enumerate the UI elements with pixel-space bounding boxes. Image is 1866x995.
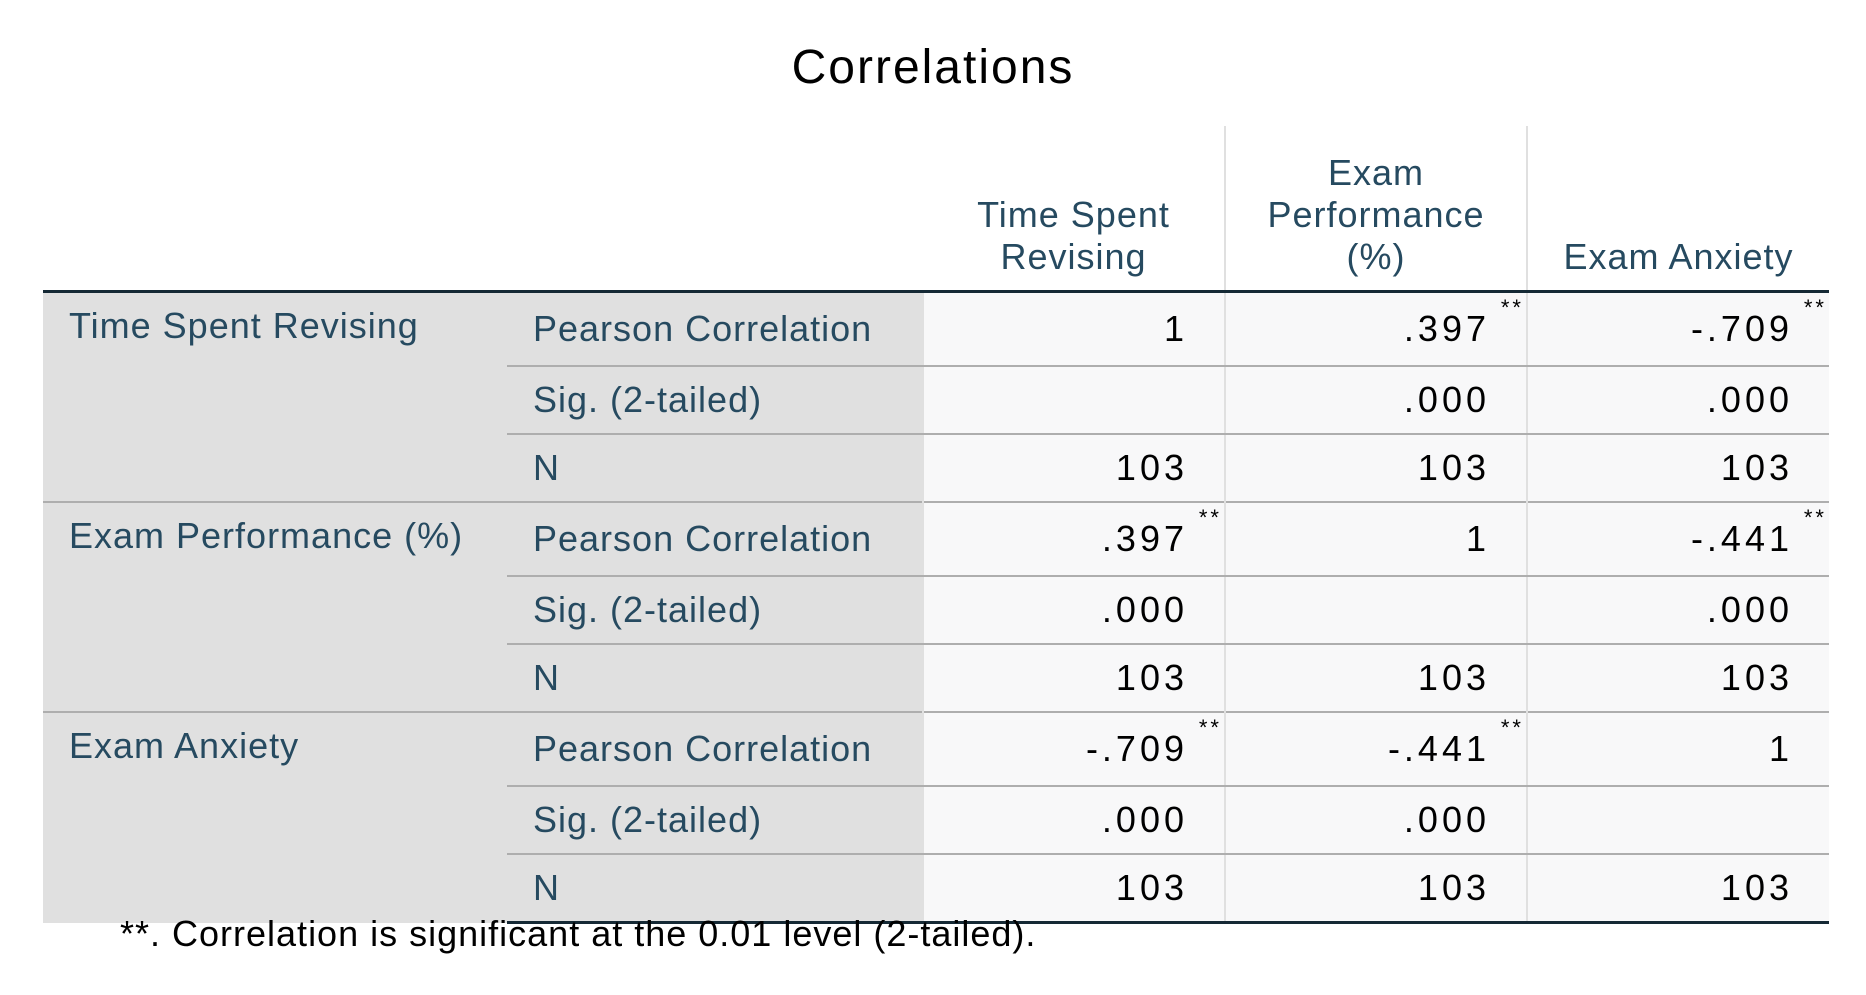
significance-flag: **	[1198, 505, 1222, 530]
value-cell: .000	[1224, 786, 1527, 855]
value-cell	[1224, 576, 1527, 645]
column-header: Exam Anxiety	[1526, 126, 1829, 293]
value-cell: 103	[922, 854, 1225, 924]
stat-label: Pearson Correlation	[507, 291, 923, 367]
value-cell: 103	[922, 644, 1225, 712]
footnote: **. Correlation is significant at the 0.…	[120, 913, 1037, 954]
value-cell: -.441 **	[1224, 711, 1527, 787]
column-header: Time Spent Revising	[923, 126, 1225, 293]
value-cell: 1	[922, 291, 1225, 367]
value-cell: 103	[1526, 854, 1829, 924]
stat-label: Pearson Correlation	[507, 501, 923, 577]
stat-label: Sig. (2-tailed)	[507, 786, 923, 855]
stat-label: N	[507, 644, 923, 712]
value-cell: .000	[1526, 366, 1829, 435]
correlations-table: Time Spent Revising Exam Performance (%) Ex…	[43, 126, 1829, 924]
stat-label: Pearson Correlation	[507, 711, 923, 787]
value-cell: 1	[1526, 711, 1829, 787]
corner-cell	[507, 126, 923, 293]
value-cell	[922, 366, 1225, 435]
table-row: Exam Anxiety Pearson Correlation -.709 **…	[43, 711, 1829, 923]
table-row: N 103 103 103	[43, 434, 1829, 502]
value-cell: .397 **	[922, 501, 1225, 577]
table-row: Sig. (2-tailed) .000 .000	[43, 576, 1829, 645]
value-cell: .000	[1526, 576, 1829, 645]
value-cell: -.709 **	[1526, 291, 1829, 367]
table-row: Sig. (2-tailed) .000 .000	[43, 786, 1829, 855]
value-cell: 103	[1224, 854, 1527, 924]
row-variable-label: Exam Performance (%)	[43, 501, 507, 712]
value-cell: .000	[1224, 366, 1527, 435]
table-row: Sig. (2-tailed) .000 .000	[43, 366, 1829, 435]
value-cell: 103	[1224, 434, 1527, 502]
value-cell	[1526, 786, 1829, 855]
value-cell: 103	[922, 434, 1225, 502]
value-cell: .000	[922, 576, 1225, 645]
significance-flag: **	[1803, 295, 1827, 320]
value-cell: 103	[1224, 644, 1527, 712]
value-cell: -.441 **	[1526, 501, 1829, 577]
table-row: Time Spent Revising Pearson Correlation …	[43, 291, 1829, 502]
value-cell: 1	[1224, 501, 1527, 577]
table-row: N 103 103 103	[43, 644, 1829, 712]
stat-label: N	[507, 854, 923, 924]
significance-flag: **	[1500, 715, 1524, 740]
value-cell: 103	[1526, 434, 1829, 502]
row-variable-label: Exam Anxiety	[43, 711, 507, 923]
value-cell: -.709 **	[922, 711, 1225, 787]
value-cell: .000	[922, 786, 1225, 855]
table-title: Correlations	[791, 41, 1075, 94]
header-row: Time Spent Revising Exam Performance (%) Ex…	[43, 126, 1829, 293]
significance-flag: **	[1500, 295, 1524, 320]
significance-flag: **	[1803, 505, 1827, 530]
stat-label: Sig. (2-tailed)	[507, 366, 923, 435]
table-row: N 103 103 103	[43, 854, 1829, 924]
corner-cell	[43, 126, 507, 293]
stat-label: Sig. (2-tailed)	[507, 576, 923, 645]
row-variable-label: Time Spent Revising	[43, 291, 507, 502]
value-cell: .397 **	[1224, 291, 1527, 367]
stat-label: N	[507, 434, 923, 502]
significance-flag: **	[1198, 715, 1222, 740]
table-row: Exam Performance (%) Pearson Correlation…	[43, 501, 1829, 712]
column-header: Exam Performance (%)	[1224, 126, 1527, 293]
value-cell: 103	[1526, 644, 1829, 712]
